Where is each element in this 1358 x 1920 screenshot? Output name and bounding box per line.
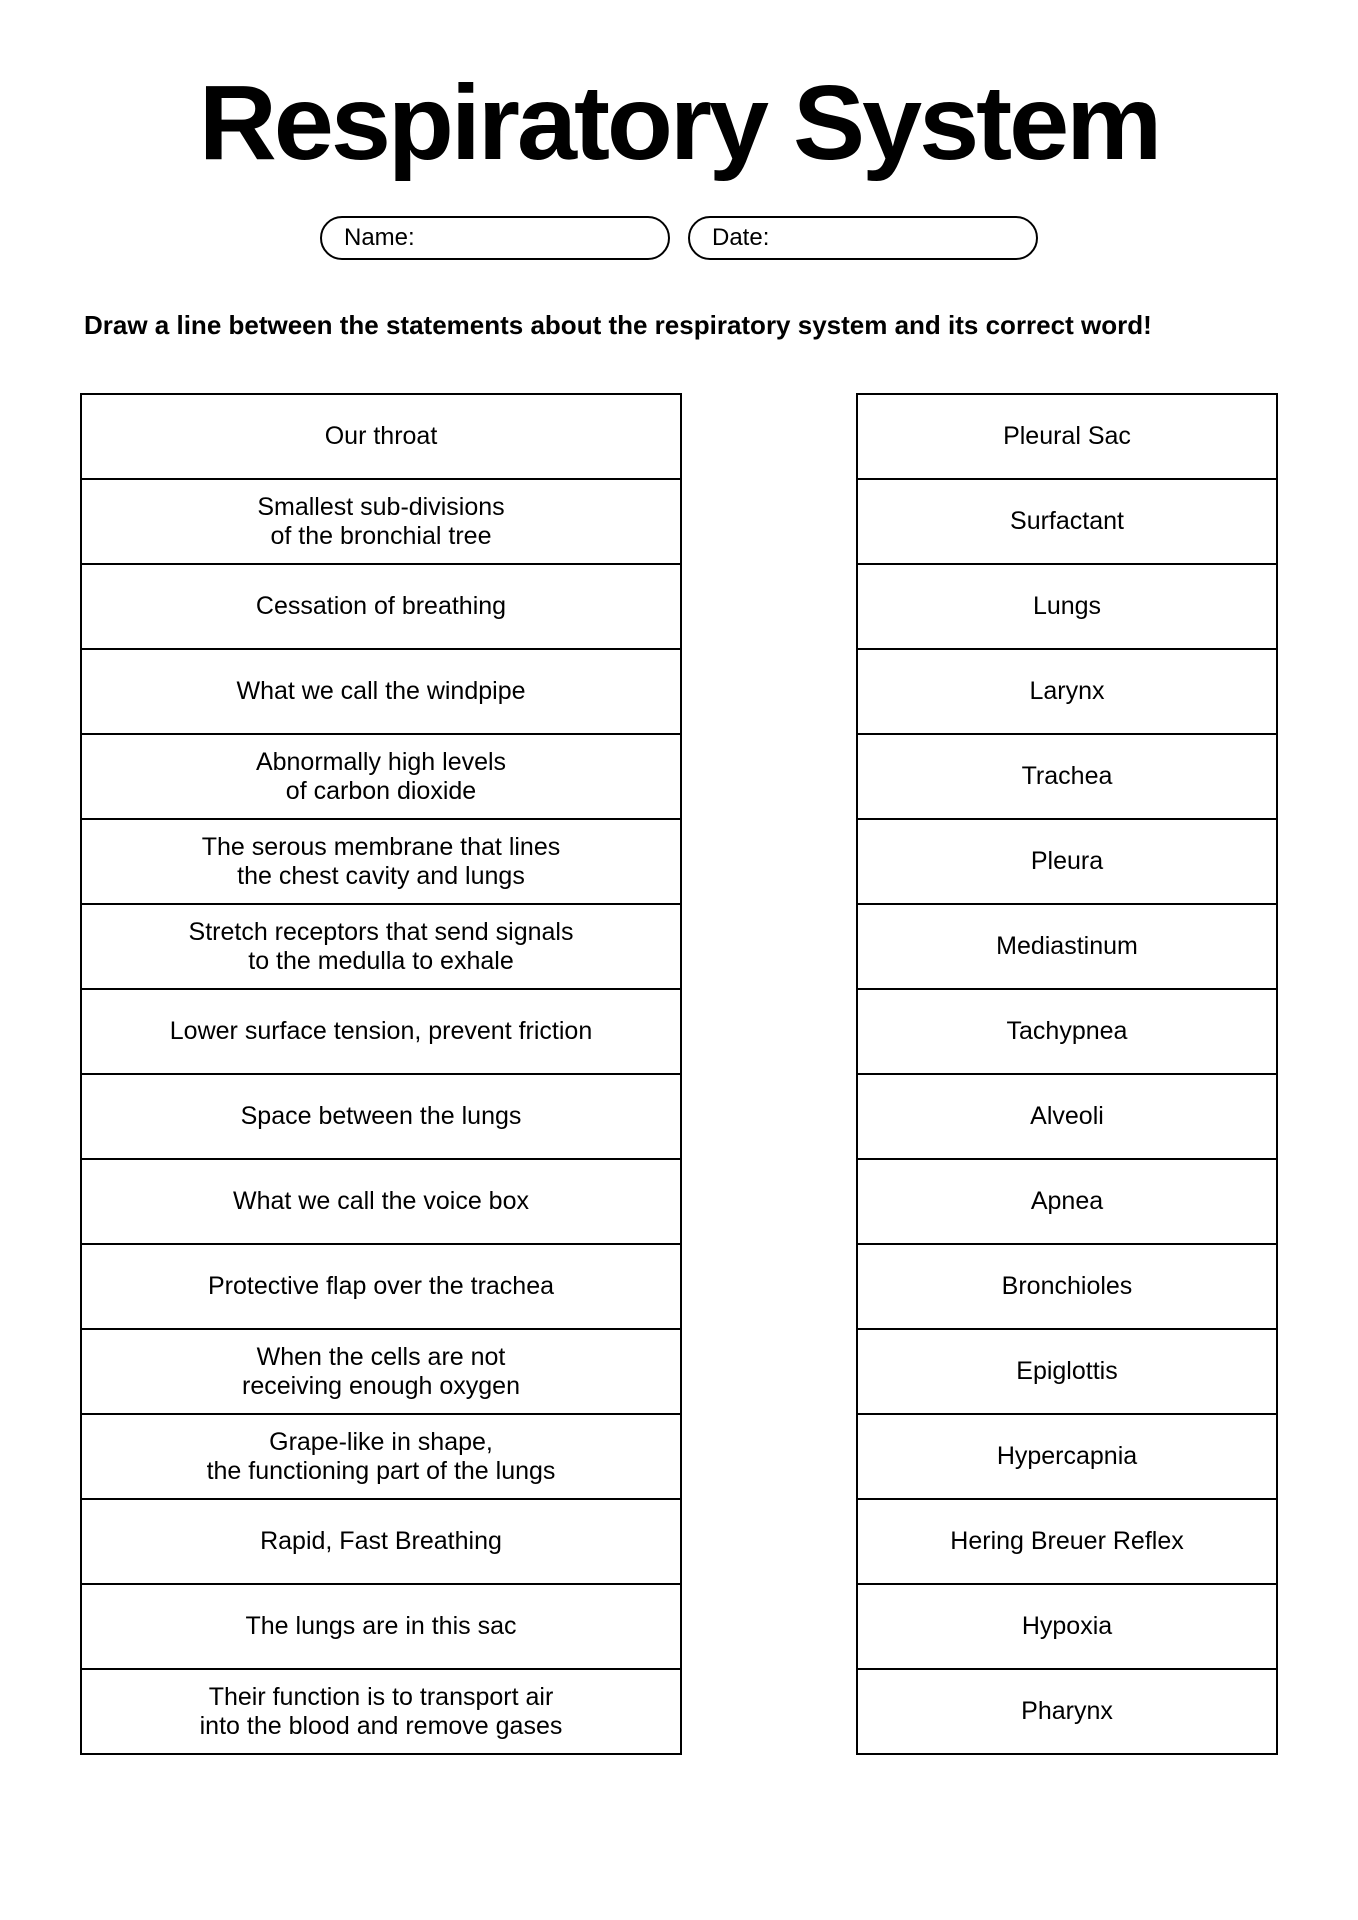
instructions-text: Draw a line between the statements about… bbox=[80, 310, 1278, 341]
date-label: Date: bbox=[712, 224, 769, 252]
term-cell[interactable]: Alveoli bbox=[856, 1073, 1278, 1160]
term-text: Hypoxia bbox=[1022, 1612, 1112, 1641]
statement-line: Our throat bbox=[325, 422, 438, 451]
statement-line: of the bronchial tree bbox=[271, 522, 492, 551]
worksheet-page: Respiratory System Name: Date: Draw a li… bbox=[0, 0, 1358, 1873]
term-text: Surfactant bbox=[1010, 507, 1124, 536]
statement-line: Rapid, Fast Breathing bbox=[260, 1527, 502, 1556]
term-cell[interactable]: Hering Breuer Reflex bbox=[856, 1498, 1278, 1585]
statement-line: When the cells are not bbox=[257, 1343, 506, 1372]
statement-cell[interactable]: What we call the windpipe bbox=[80, 648, 682, 735]
statement-cell[interactable]: Space between the lungs bbox=[80, 1073, 682, 1160]
statement-cell[interactable]: The lungs are in this sac bbox=[80, 1583, 682, 1670]
statement-cell[interactable]: Our throat bbox=[80, 393, 682, 480]
term-cell[interactable]: Apnea bbox=[856, 1158, 1278, 1245]
statement-cell[interactable]: What we call the voice box bbox=[80, 1158, 682, 1245]
term-text: Pleura bbox=[1031, 847, 1103, 876]
term-text: Bronchioles bbox=[1002, 1272, 1133, 1301]
term-cell[interactable]: Epiglottis bbox=[856, 1328, 1278, 1415]
term-cell[interactable]: Mediastinum bbox=[856, 903, 1278, 990]
name-field[interactable]: Name: bbox=[320, 216, 670, 260]
statement-cell[interactable]: The serous membrane that linesthe chest … bbox=[80, 818, 682, 905]
statement-line: Their function is to transport air bbox=[209, 1683, 554, 1712]
statement-line: Space between the lungs bbox=[241, 1102, 522, 1131]
statement-cell[interactable]: Abnormally high levelsof carbon dioxide bbox=[80, 733, 682, 820]
date-field[interactable]: Date: bbox=[688, 216, 1038, 260]
term-text: Tachypnea bbox=[1007, 1017, 1128, 1046]
statement-line: Stretch receptors that send signals bbox=[189, 918, 574, 947]
term-text: Lungs bbox=[1033, 592, 1101, 621]
page-title: Respiratory System bbox=[68, 70, 1290, 176]
statement-line: Abnormally high levels bbox=[256, 748, 506, 777]
term-cell[interactable]: Bronchioles bbox=[856, 1243, 1278, 1330]
term-cell[interactable]: Hypoxia bbox=[856, 1583, 1278, 1670]
term-cell[interactable]: Trachea bbox=[856, 733, 1278, 820]
term-cell[interactable]: Surfactant bbox=[856, 478, 1278, 565]
term-cell[interactable]: Larynx bbox=[856, 648, 1278, 735]
term-text: Pharynx bbox=[1021, 1697, 1113, 1726]
statement-cell[interactable]: Stretch receptors that send signalsto th… bbox=[80, 903, 682, 990]
term-cell[interactable]: Hypercapnia bbox=[856, 1413, 1278, 1500]
term-text: Larynx bbox=[1029, 677, 1104, 706]
term-text: Epiglottis bbox=[1016, 1357, 1117, 1386]
term-cell[interactable]: Tachypnea bbox=[856, 988, 1278, 1075]
statement-line: Grape-like in shape, bbox=[269, 1428, 493, 1457]
term-text: Alveoli bbox=[1030, 1102, 1104, 1131]
term-cell[interactable]: Pleural Sac bbox=[856, 393, 1278, 480]
statement-line: Smallest sub-divisions bbox=[257, 493, 504, 522]
statement-cell[interactable]: Lower surface tension, prevent friction bbox=[80, 988, 682, 1075]
statement-line: Protective flap over the trachea bbox=[208, 1272, 554, 1301]
statement-cell[interactable]: Protective flap over the trachea bbox=[80, 1243, 682, 1330]
statements-column: Our throat Smallest sub-divisionsof the b… bbox=[80, 393, 682, 1753]
statement-line: receiving enough oxygen bbox=[242, 1372, 520, 1401]
statement-line: the functioning part of the lungs bbox=[207, 1457, 556, 1486]
term-cell[interactable]: Pharynx bbox=[856, 1668, 1278, 1755]
statement-cell[interactable]: Grape-like in shape,the functioning part… bbox=[80, 1413, 682, 1500]
terms-column: Pleural Sac Surfactant Lungs Larynx Trachea P… bbox=[856, 393, 1278, 1753]
statement-line: to the medulla to exhale bbox=[248, 947, 513, 976]
statement-line: of carbon dioxide bbox=[286, 777, 476, 806]
matching-columns: Our throat Smallest sub-divisionsof the b… bbox=[80, 393, 1278, 1753]
statement-line: What we call the voice box bbox=[233, 1187, 529, 1216]
statement-line: The serous membrane that lines bbox=[202, 833, 561, 862]
term-cell[interactable]: Lungs bbox=[856, 563, 1278, 650]
statement-line: the chest cavity and lungs bbox=[237, 862, 525, 891]
statement-cell[interactable]: Rapid, Fast Breathing bbox=[80, 1498, 682, 1585]
statement-cell[interactable]: When the cells are notreceiving enough o… bbox=[80, 1328, 682, 1415]
statement-cell[interactable]: Cessation of breathing bbox=[80, 563, 682, 650]
name-label: Name: bbox=[344, 224, 415, 252]
statement-line: The lungs are in this sac bbox=[246, 1612, 517, 1641]
statement-line: Lower surface tension, prevent friction bbox=[170, 1017, 592, 1046]
term-text: Mediastinum bbox=[996, 932, 1138, 961]
term-text: Pleural Sac bbox=[1003, 422, 1131, 451]
term-text: Hypercapnia bbox=[997, 1442, 1137, 1471]
statement-cell[interactable]: Their function is to transport airinto t… bbox=[80, 1668, 682, 1755]
statement-line: What we call the windpipe bbox=[236, 677, 525, 706]
term-text: Apnea bbox=[1031, 1187, 1103, 1216]
statement-line: Cessation of breathing bbox=[256, 592, 506, 621]
term-text: Hering Breuer Reflex bbox=[950, 1527, 1183, 1556]
term-cell[interactable]: Pleura bbox=[856, 818, 1278, 905]
statement-cell[interactable]: Smallest sub-divisionsof the bronchial t… bbox=[80, 478, 682, 565]
statement-line: into the blood and remove gases bbox=[200, 1712, 563, 1741]
student-fields: Name: Date: bbox=[80, 216, 1278, 260]
term-text: Trachea bbox=[1022, 762, 1113, 791]
